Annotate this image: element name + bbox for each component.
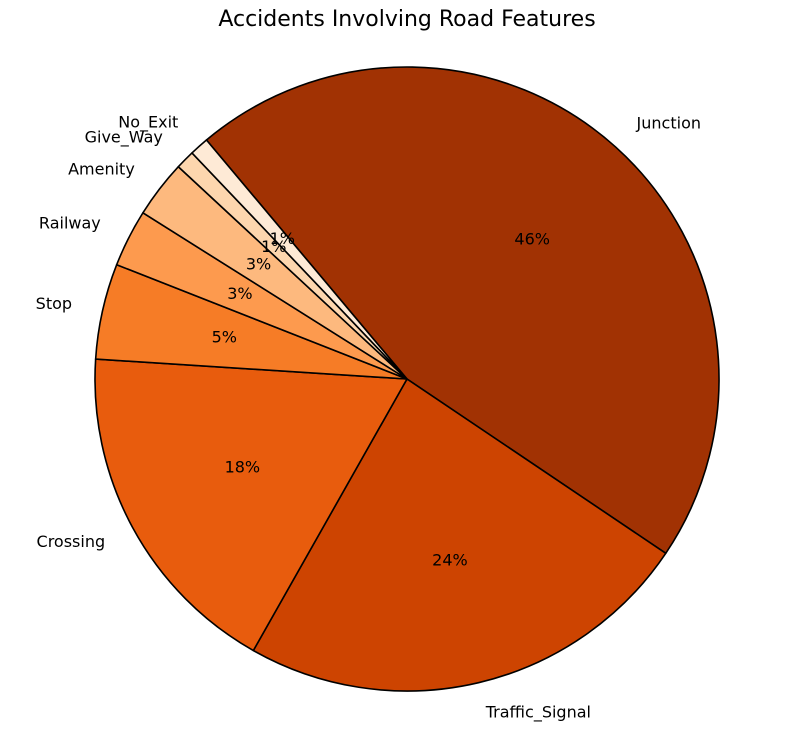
slice-label-stop: Stop: [36, 294, 72, 313]
slice-percent-railway: 3%: [227, 284, 252, 303]
pie-slice-traffic-signal: [252, 378, 667, 692]
slice-percent-junction: 46%: [514, 229, 550, 248]
slice-percent-amenity: 3%: [246, 254, 271, 273]
pie-slice-crossing: [94, 358, 408, 652]
slice-label-railway: Railway: [39, 214, 101, 233]
slice-label-traffic-signal: Traffic_Signal: [485, 703, 591, 723]
slice-label-give-way: Give_Way: [85, 127, 163, 147]
slice-percent-no-exit: 1%: [270, 229, 295, 248]
slice-percent-crossing: 18%: [225, 458, 261, 477]
pie-labels: Junction 46% Traffic_Signal 24% Crossing 18% S…: [36, 113, 701, 723]
pie-slice-junction: [205, 66, 720, 555]
slice-label-crossing: Crossing: [37, 532, 106, 551]
slice-label-amenity: Amenity: [68, 159, 135, 178]
chart-title: Accidents Involving Road Features: [218, 7, 595, 32]
pie-slice-no-exit: [191, 139, 408, 380]
slice-label-no-exit: No_Exit: [118, 113, 178, 133]
slice-label-junction: Junction: [636, 113, 701, 132]
slice-percent-give-way: 1%: [261, 237, 286, 256]
slice-percent-traffic-signal: 24%: [432, 551, 468, 570]
pie-slices: [94, 66, 720, 692]
slice-percent-stop: 5%: [212, 328, 237, 347]
